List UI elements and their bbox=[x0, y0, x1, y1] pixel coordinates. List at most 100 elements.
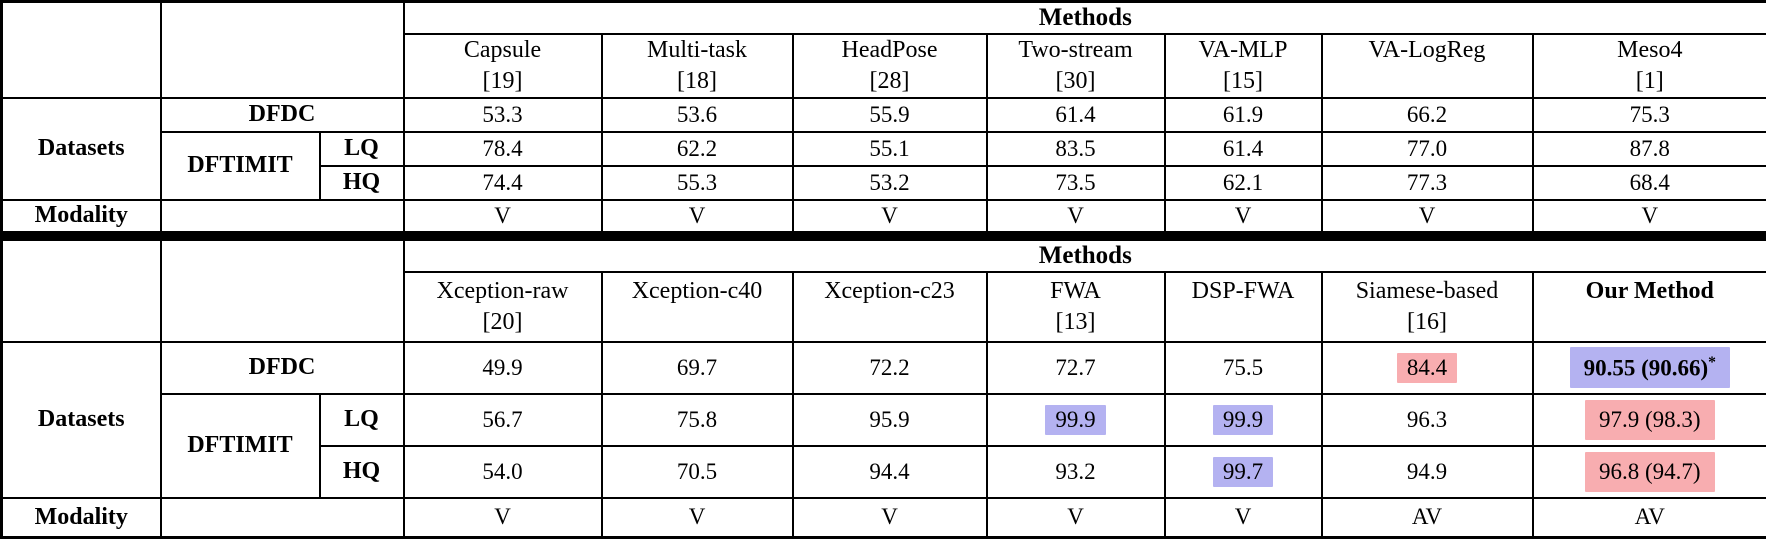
method-name: Siamese-based bbox=[1355, 277, 1499, 304]
score-value: 99.7 bbox=[1212, 456, 1274, 487]
score-cell: 66.2 bbox=[1320, 96, 1534, 133]
empty-cell bbox=[159, 496, 405, 539]
lq-label: LQ bbox=[318, 130, 405, 167]
modality-cell: V bbox=[402, 198, 603, 234]
modality-cell: V bbox=[1163, 198, 1323, 234]
method-ref bbox=[604, 307, 791, 338]
dfdc-label: DFDC bbox=[159, 340, 405, 395]
score-cell: 94.9 bbox=[1320, 444, 1534, 499]
method-name: Our Method bbox=[1585, 277, 1714, 304]
datasets-label: Datasets bbox=[0, 340, 162, 499]
score-cell: 78.4 bbox=[402, 130, 603, 167]
method-ref: [28] bbox=[869, 67, 910, 94]
method-name: FWA bbox=[1050, 277, 1101, 304]
method-name: DSP-FWA bbox=[1191, 277, 1295, 304]
score-cell: 55.9 bbox=[791, 96, 988, 133]
modality-cell: V bbox=[791, 496, 988, 539]
methods-header: Methods bbox=[402, 0, 1766, 35]
score-cell: 53.2 bbox=[791, 164, 988, 201]
method-name: Capsule bbox=[463, 36, 542, 63]
method-ref: [16] bbox=[1407, 308, 1447, 335]
method-column-header: Meso4 [1] bbox=[1531, 32, 1766, 99]
score-cell: 96.3 bbox=[1320, 392, 1534, 447]
method-name: Two-stream bbox=[1018, 36, 1133, 63]
score-cell: 55.3 bbox=[600, 164, 794, 201]
method-name: Xception-c40 bbox=[631, 277, 763, 304]
score-value: 94.9 bbox=[1406, 458, 1448, 484]
methods-header: Methods bbox=[402, 238, 1766, 273]
method-ref: [1] bbox=[1635, 67, 1664, 94]
score-value: 75.8 bbox=[676, 406, 718, 432]
score-value: 69.7 bbox=[676, 354, 718, 380]
score-value: 72.7 bbox=[1055, 354, 1096, 380]
score-cell: 49.9 bbox=[402, 340, 603, 395]
datasets-label: Datasets bbox=[0, 96, 162, 201]
method-column-header: Capsule [19] bbox=[402, 32, 603, 99]
modality-cell: AV bbox=[1531, 496, 1766, 539]
empty-stub-cell bbox=[0, 0, 162, 99]
modality-cell: V bbox=[600, 198, 794, 234]
our-method-column-header: Our Method bbox=[1531, 270, 1766, 343]
score-cell: 83.5 bbox=[985, 130, 1166, 167]
method-column-header: Xception-c40 bbox=[600, 270, 794, 343]
our-method-score-cell: 97.9 (98.3) bbox=[1531, 392, 1766, 447]
method-column-header: Xception-raw [20] bbox=[402, 270, 603, 343]
dftimit-label: DFTIMIT bbox=[159, 392, 321, 499]
score-cell: 62.2 bbox=[600, 130, 794, 167]
modality-label: Modality bbox=[0, 496, 162, 539]
score-value: 97.9 (98.3) bbox=[1585, 399, 1715, 440]
score-value: 54.0 bbox=[482, 458, 523, 484]
modality-cell: V bbox=[985, 496, 1166, 539]
thick-section-divider bbox=[0, 234, 1766, 238]
score-value: 84.4 bbox=[1396, 352, 1458, 383]
method-ref bbox=[1167, 307, 1320, 338]
method-ref: [18] bbox=[677, 67, 717, 94]
score-cell: 99.7 bbox=[1163, 444, 1323, 499]
score-cell: 77.0 bbox=[1320, 130, 1534, 167]
method-name: Multi-task bbox=[647, 36, 747, 63]
score-cell: 54.0 bbox=[402, 444, 603, 499]
dfdc-label: DFDC bbox=[159, 96, 405, 133]
score-cell: 93.2 bbox=[985, 444, 1166, 499]
our-method-score-cell: 90.55 (90.66)* bbox=[1531, 340, 1766, 395]
score-value: 99.9 bbox=[1212, 404, 1274, 435]
comparison-table-bottom: Methods Xception-raw [20] Xception-c40 Xc… bbox=[0, 238, 1766, 539]
method-name: HeadPose bbox=[841, 36, 938, 63]
results-comparison-sheet: Methods Capsule [19] Multi-task [18] HeadP… bbox=[0, 0, 1766, 539]
score-value: 94.4 bbox=[869, 458, 910, 484]
method-column-header: HeadPose [28] bbox=[791, 32, 988, 99]
score-cell: 68.4 bbox=[1531, 164, 1766, 201]
modality-cell: V bbox=[1320, 198, 1534, 234]
method-column-header: Xception-c23 bbox=[791, 270, 988, 343]
modality-cell: AV bbox=[1320, 496, 1534, 539]
method-column-header: DSP-FWA bbox=[1163, 270, 1323, 343]
method-ref: [15] bbox=[1223, 67, 1263, 94]
method-name: Xception-c23 bbox=[824, 277, 955, 304]
empty-cell bbox=[159, 198, 405, 234]
modality-cell: V bbox=[985, 198, 1166, 234]
method-name: Xception-raw bbox=[436, 277, 569, 304]
hq-label: HQ bbox=[318, 164, 405, 201]
method-ref: [19] bbox=[482, 67, 523, 94]
score-value: 96.8 (94.7) bbox=[1585, 451, 1715, 492]
score-cell: 61.4 bbox=[1163, 130, 1323, 167]
hq-label: HQ bbox=[318, 444, 405, 499]
comparison-table-top: Methods Capsule [19] Multi-task [18] HeadP… bbox=[0, 0, 1766, 234]
score-value: 96.3 bbox=[1406, 406, 1448, 432]
score-value: 75.5 bbox=[1222, 354, 1264, 380]
score-cell: 99.9 bbox=[1163, 392, 1323, 447]
score-value: 95.9 bbox=[869, 406, 910, 432]
empty-stub-cell bbox=[159, 0, 405, 99]
method-ref bbox=[1535, 307, 1766, 338]
score-cell: 75.3 bbox=[1531, 96, 1766, 133]
our-method-score-cell: 96.8 (94.7) bbox=[1531, 444, 1766, 499]
score-cell: 75.5 bbox=[1163, 340, 1323, 395]
score-cell: 69.7 bbox=[600, 340, 794, 395]
method-column-header: VA-MLP [15] bbox=[1163, 32, 1323, 99]
modality-cell: V bbox=[791, 198, 988, 234]
score-value: 49.9 bbox=[482, 354, 523, 380]
modality-cell: V bbox=[600, 496, 794, 539]
modality-cell: V bbox=[402, 496, 603, 539]
score-value: 70.5 bbox=[676, 458, 718, 484]
score-cell: 61.4 bbox=[985, 96, 1166, 133]
